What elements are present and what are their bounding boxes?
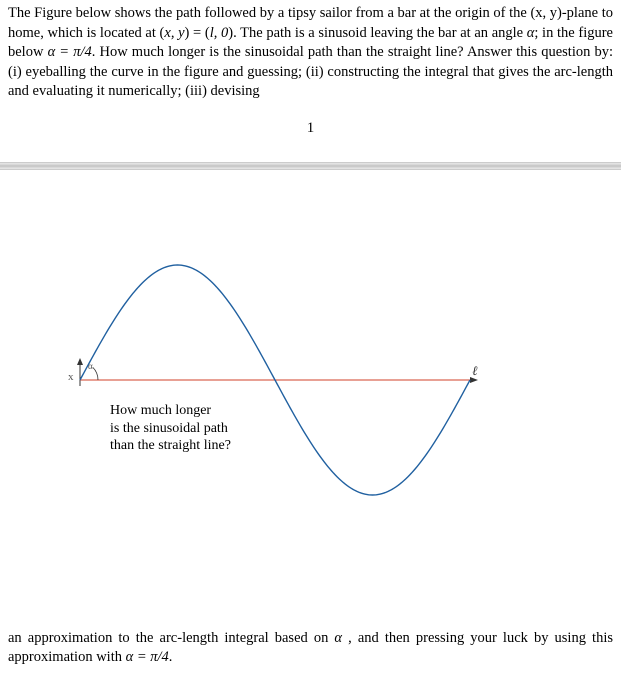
page-number: 1 — [0, 118, 621, 138]
text-mid1: ) = ( — [185, 25, 210, 41]
divider-band — [0, 162, 621, 170]
figure-caption: How much longer is the sinusoidal path t… — [110, 402, 231, 455]
text-post: . How much longer is the sinusoidal path… — [8, 44, 613, 99]
problem-paragraph-1: The Figure below shows the path followed… — [0, 0, 621, 102]
figure-region: x α ℓ How much longer is the sinusoidal … — [0, 180, 621, 600]
caption-line-3: than the straight line? — [110, 437, 231, 455]
problem-paragraph-2: an approximation to the arc-length integ… — [8, 629, 613, 668]
text2-pre: an approximation to the arc-length integ… — [8, 630, 334, 646]
angle-marker-label: α — [88, 360, 93, 372]
axis-x-label: x — [68, 370, 74, 385]
caption-line-2: is the sinusoidal path — [110, 420, 231, 438]
caption-line-1: How much longer — [110, 402, 231, 420]
text-mid2: ). The path is a sinusoid leaving the ba… — [228, 25, 526, 41]
text2-post: . — [169, 649, 173, 665]
alpha-eq: α = π/4 — [48, 44, 92, 60]
sinusoid-figure — [0, 180, 621, 600]
coord-l0: l, 0 — [210, 25, 229, 41]
axis-ell-label: ℓ — [472, 362, 477, 380]
alpha-eq-2: α = π/4 — [126, 649, 169, 665]
alpha-2: α — [334, 630, 342, 646]
coord-xy: x, y — [164, 25, 184, 41]
